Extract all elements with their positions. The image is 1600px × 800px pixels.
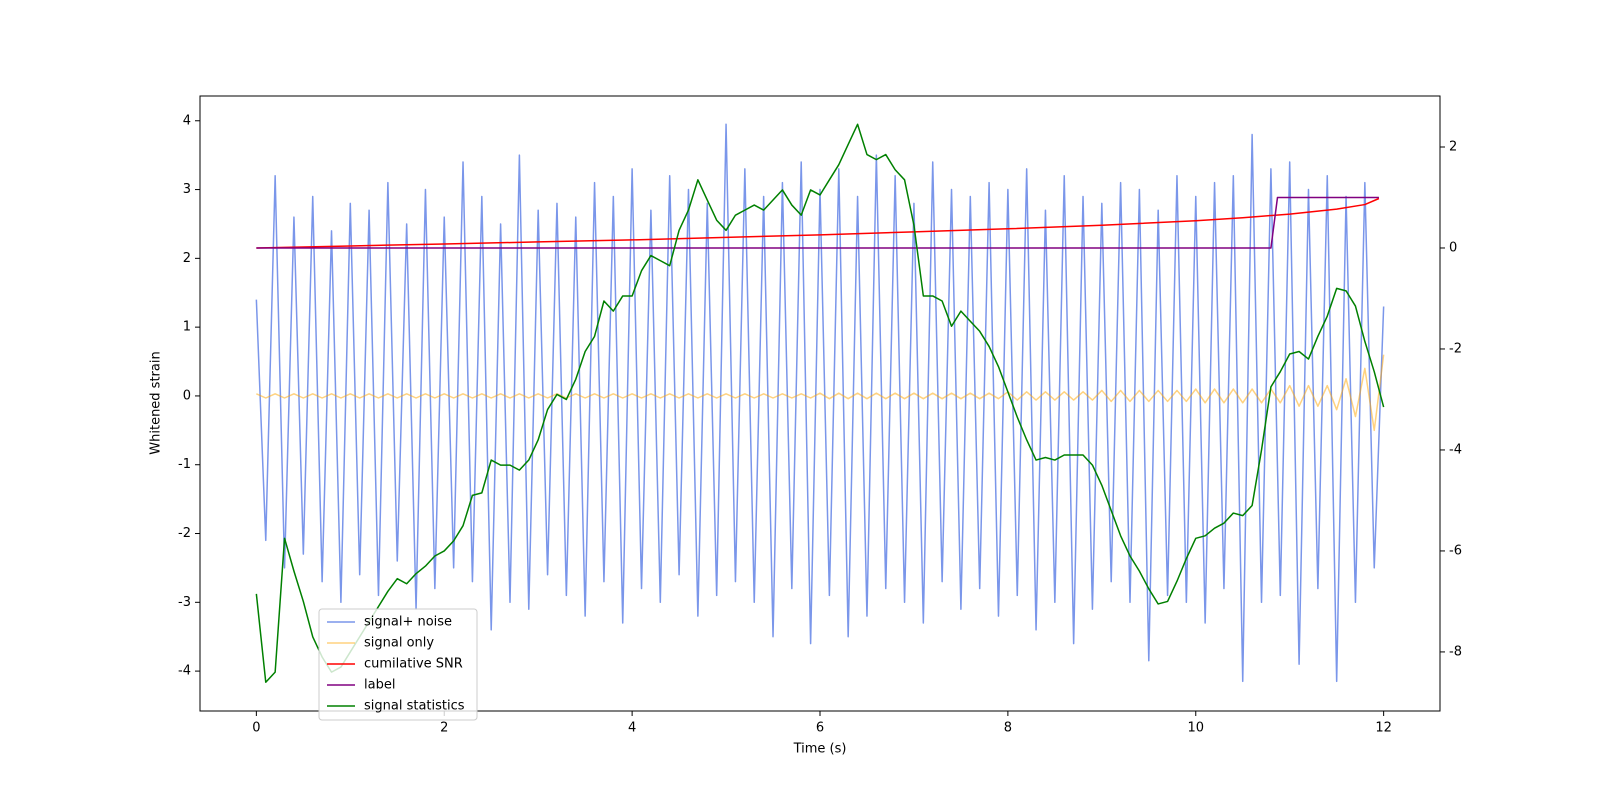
plot-area bbox=[255, 123, 1385, 683]
legend-box bbox=[318, 608, 478, 721]
y-tick-label: 4 bbox=[183, 113, 191, 128]
legend-label: label bbox=[364, 678, 395, 693]
x-tick-label: 10 bbox=[1187, 721, 1204, 736]
series-line bbox=[256, 197, 1380, 249]
x-tick-label: 2 bbox=[440, 721, 448, 736]
legend: signal+ noise signal only cumilative SNR la… bbox=[318, 608, 478, 721]
y2-tick-label: -4 bbox=[1449, 442, 1462, 457]
legend-label: signal statistics bbox=[364, 699, 465, 714]
y-tick-label: 1 bbox=[183, 320, 191, 335]
x-tick-label: 0 bbox=[252, 721, 260, 736]
x-axis-label: Time (s) bbox=[793, 742, 847, 757]
y-tick-label: -2 bbox=[178, 526, 191, 541]
legend-label: signal only bbox=[364, 636, 434, 651]
y2-tick-label: 0 bbox=[1449, 240, 1457, 255]
series-line bbox=[256, 354, 1385, 432]
y-tick-label: 3 bbox=[183, 182, 191, 197]
y2-tick-label: -2 bbox=[1449, 341, 1462, 356]
series-line bbox=[255, 123, 1385, 683]
legend-label: cumilative SNR bbox=[364, 657, 463, 672]
x-tick-label: 12 bbox=[1375, 721, 1392, 736]
y-axis-label: Whitened strain bbox=[149, 351, 164, 454]
legend-label: signal+ noise bbox=[364, 615, 452, 630]
y-tick-label: -1 bbox=[178, 457, 191, 472]
y2-tick-label: -8 bbox=[1449, 644, 1462, 659]
x-tick-label: 8 bbox=[1004, 721, 1012, 736]
x-tick-label: 4 bbox=[628, 721, 636, 736]
series-line bbox=[255, 123, 1385, 683]
series-line bbox=[256, 196, 1379, 249]
y-tick-label: -3 bbox=[178, 595, 191, 610]
y2-tick-label: -6 bbox=[1449, 543, 1462, 558]
y-tick-label: -4 bbox=[178, 664, 191, 679]
y2-tick-label: 2 bbox=[1449, 139, 1457, 154]
x-tick-label: 6 bbox=[816, 721, 824, 736]
y-tick-label: 2 bbox=[183, 251, 191, 266]
y-tick-label: 0 bbox=[183, 388, 191, 403]
